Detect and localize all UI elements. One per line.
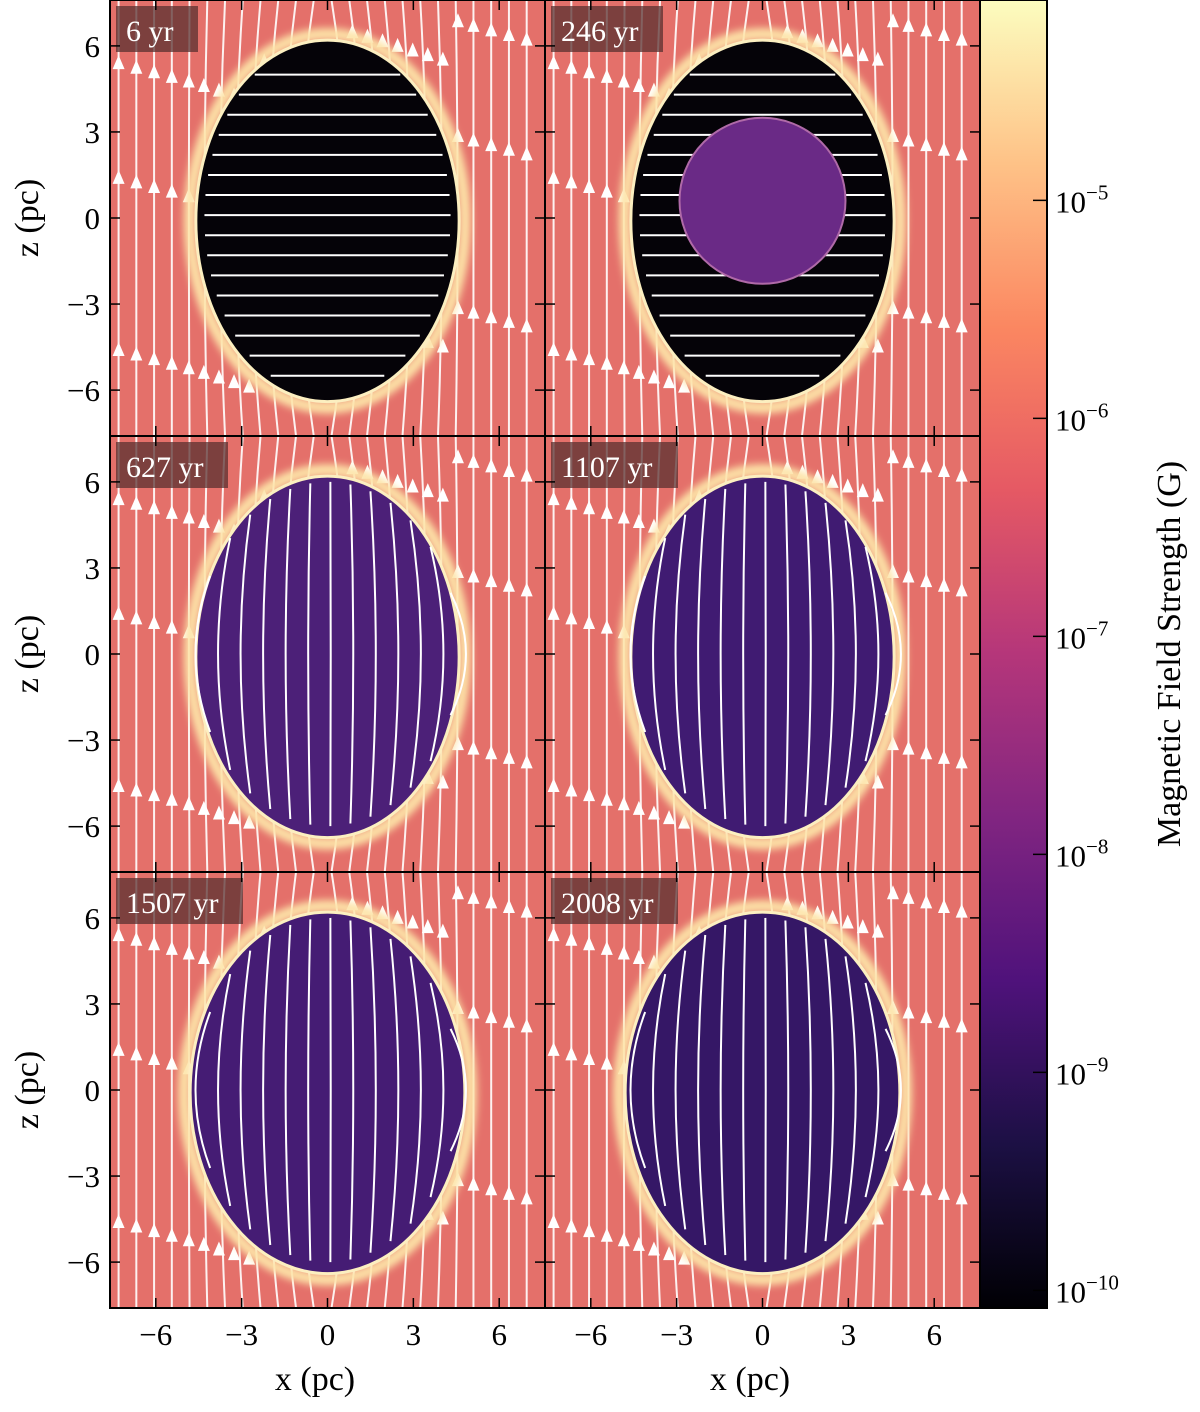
y-tick-label: −3 — [67, 287, 100, 322]
bubble-interior — [196, 476, 459, 837]
y-tick-label: −3 — [67, 723, 100, 758]
x-axis-label: x (pc) — [710, 1361, 790, 1398]
bubble-interior — [190, 912, 465, 1273]
panel-label: 6 yr — [126, 15, 174, 48]
panel-label: 1507 yr — [126, 887, 219, 920]
y-tick-label: −6 — [67, 373, 100, 408]
x-tick-label: 3 — [406, 1317, 422, 1352]
panel-label: 246 yr — [561, 15, 639, 48]
y-tick-label: 0 — [85, 637, 101, 672]
panel — [110, 0, 545, 436]
x-tick-label: 0 — [320, 1317, 336, 1352]
inner-core — [680, 118, 846, 284]
x-tick-label: −3 — [660, 1317, 693, 1352]
panel-label: 2008 yr — [561, 887, 654, 920]
x-tick-label: 0 — [755, 1317, 771, 1352]
colorbar-label: Magnetic Field Strength (G) — [1151, 461, 1188, 847]
colorbar — [980, 0, 1047, 1308]
x-tick-label: −3 — [225, 1317, 258, 1352]
y-tick-label: 6 — [85, 901, 101, 936]
y-tick-label: −6 — [67, 809, 100, 844]
x-tick-label: −6 — [139, 1317, 172, 1352]
x-axis-label: x (pc) — [275, 1361, 355, 1398]
y-tick-label: −3 — [67, 1159, 100, 1194]
colorbar-tick-label: 10−6 — [1055, 398, 1108, 437]
y-axis-label: z (pc) — [9, 615, 46, 693]
y-tick-label: 6 — [85, 29, 101, 64]
y-axis-label: z (pc) — [9, 179, 46, 257]
panel — [110, 436, 545, 872]
x-tick-label: 6 — [926, 1317, 942, 1352]
panel — [545, 872, 980, 1308]
x-tick-label: 3 — [841, 1317, 857, 1352]
panel-label: 627 yr — [126, 451, 204, 484]
y-tick-label: 6 — [85, 465, 101, 500]
colorbar-tick-label: 10−10 — [1055, 1270, 1119, 1309]
colorbar-tick-label: 10−8 — [1055, 834, 1108, 873]
panel — [545, 436, 980, 872]
x-tick-label: 6 — [491, 1317, 507, 1352]
y-axis-label: z (pc) — [9, 1051, 46, 1129]
y-tick-label: 3 — [85, 551, 101, 586]
x-tick-label: −6 — [574, 1317, 607, 1352]
colorbar-tick-label: 10−7 — [1055, 616, 1108, 655]
y-tick-label: −6 — [67, 1245, 100, 1280]
y-tick-label: 0 — [85, 201, 101, 236]
colorbar-tick-label: 10−9 — [1055, 1052, 1108, 1091]
y-tick-label: 3 — [85, 987, 101, 1022]
bubble-interior — [625, 912, 900, 1273]
panel — [545, 0, 980, 436]
y-tick-label: 3 — [85, 115, 101, 150]
y-tick-label: 0 — [85, 1073, 101, 1108]
panel — [110, 872, 545, 1308]
colorbar-tick-label: 10−5 — [1055, 180, 1108, 219]
bubble-interior — [631, 476, 894, 837]
panel-label: 1107 yr — [561, 451, 652, 484]
